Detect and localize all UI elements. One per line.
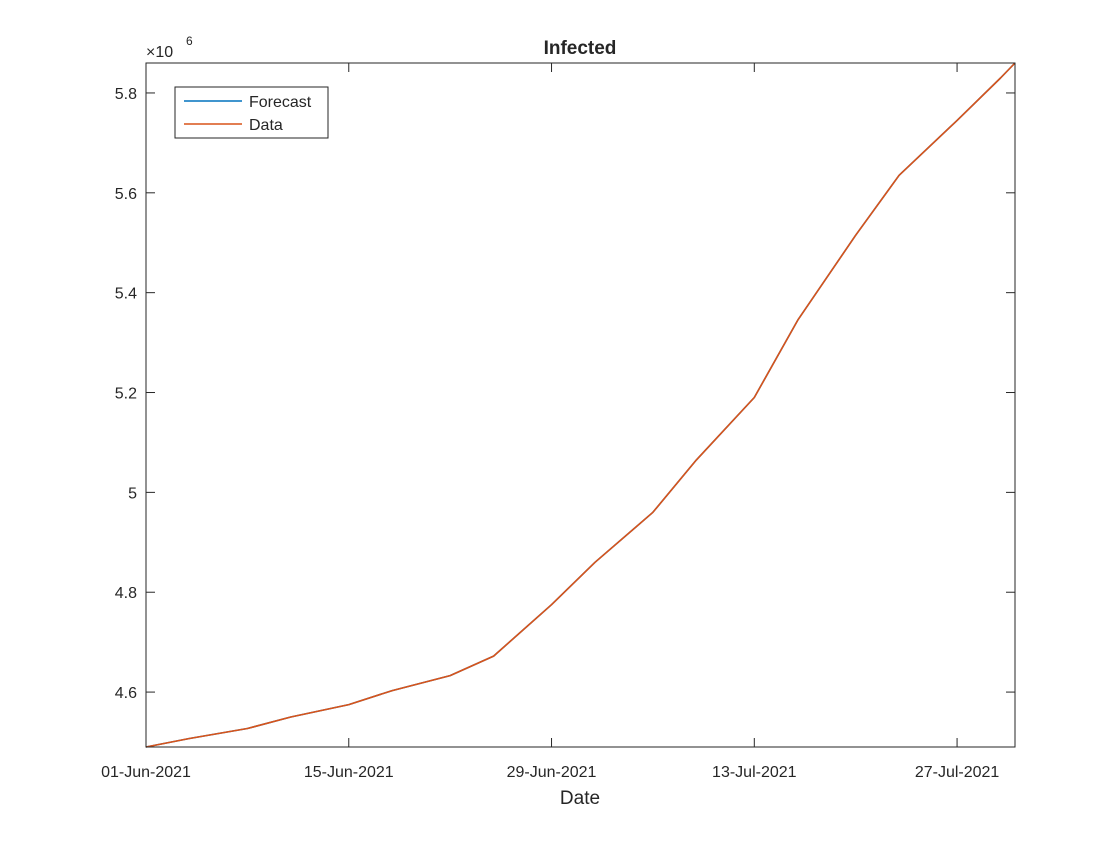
y-exponent-multiplier: ×10 bbox=[146, 44, 173, 61]
x-tick-label: 27-Jul-2021 bbox=[915, 764, 1000, 781]
x-tick-label: 15-Jun-2021 bbox=[304, 764, 394, 781]
x-axis-ticks: 01-Jun-2021 15-Jun-2021 29-Jun-2021 13-Jul-… bbox=[101, 63, 999, 781]
y-tick-label: 4.6 bbox=[115, 685, 137, 702]
series-line-data bbox=[145, 62, 1016, 748]
legend-label-forecast: Forecast bbox=[249, 94, 312, 111]
x-tick-label: 29-Jun-2021 bbox=[507, 764, 597, 781]
x-tick-label: 13-Jul-2021 bbox=[712, 764, 797, 781]
legend-box bbox=[174, 86, 329, 139]
y-tick-label: 5.8 bbox=[115, 86, 137, 103]
y-tick-label: 5.6 bbox=[115, 186, 137, 203]
chart-title: Infected bbox=[544, 38, 617, 59]
x-axis-label: Date bbox=[560, 788, 600, 809]
y-tick-label: 5 bbox=[128, 485, 137, 502]
y-exponent-power: 6 bbox=[186, 34, 193, 48]
y-tick-label: 5.4 bbox=[115, 286, 137, 303]
plot-area bbox=[146, 63, 1015, 747]
plot-box bbox=[145, 62, 1016, 748]
x-tick-label: 01-Jun-2021 bbox=[101, 764, 191, 781]
legend-label-data: Data bbox=[249, 117, 283, 134]
y-tick-label: 4.8 bbox=[115, 585, 137, 602]
legend: Forecast Data bbox=[174, 86, 329, 139]
y-tick-label: 5.2 bbox=[115, 386, 137, 403]
y-axis-ticks: 4.6 4.8 5 5.2 5.4 5.6 5.8 bbox=[115, 86, 1015, 702]
series-layer bbox=[145, 62, 1016, 748]
